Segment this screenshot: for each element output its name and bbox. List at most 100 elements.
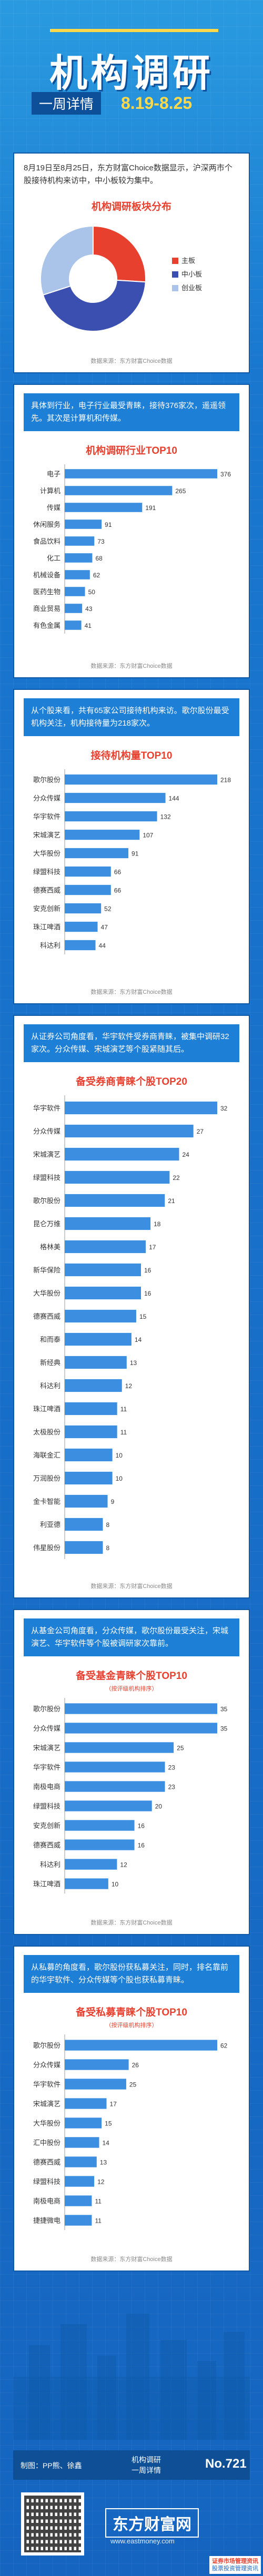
- category-label: 歌尔股份: [33, 1197, 60, 1205]
- category-label: 南极电商: [33, 2197, 60, 2205]
- category-label: 华宇软件: [33, 1764, 60, 1771]
- bar: [65, 884, 111, 895]
- category-label: 大华股份: [33, 2120, 60, 2127]
- section-intro: 具体到行业，电子行业最受青睐，接待376家次，遥遥领先。其次是计算机和传媒。: [24, 393, 239, 431]
- category-label: 有色金属: [33, 622, 60, 629]
- broker-bar-chart: 华宇软件 32 分众传媒 27 宋城演艺 24 绿盟科技 22 歌尔股份 21 昆仑万维 18 格林美 1…: [33, 1095, 228, 1559]
- qr-code-icon[interactable]: [21, 2492, 84, 2555]
- value-label: 11: [120, 1406, 127, 1413]
- data-source: 数据来源：东方财富Choice数据: [90, 1583, 173, 1590]
- section-private-top10: 从私募的角度看，歌尔股份获私募关注，同时，排名靠前的华宇软件、分众传媒等个股也获…: [13, 1946, 250, 2272]
- brand-url[interactable]: www.eastmoney.com: [110, 2537, 175, 2545]
- bar: [65, 553, 93, 563]
- value-label: 9: [111, 1498, 115, 1505]
- bar: [65, 2195, 92, 2206]
- category-label: 万润股份: [33, 1474, 60, 1482]
- value-label: 10: [116, 1475, 123, 1482]
- chart-note: （按评级机构排序）: [105, 2022, 158, 2029]
- value-label: 17: [149, 1244, 156, 1251]
- value-label: 22: [173, 1174, 180, 1182]
- bar: [65, 1425, 117, 1439]
- issue-number: No.721: [205, 2457, 247, 2471]
- bar: [65, 1379, 122, 1392]
- category-label: 宋城演艺: [33, 2100, 60, 2108]
- bar: [65, 2098, 107, 2109]
- bar: [65, 1332, 132, 1346]
- bar: [65, 536, 95, 546]
- value-label: 11: [95, 2217, 102, 2225]
- bar: [65, 1286, 141, 1300]
- bar: [65, 503, 143, 512]
- decor-panel: [13, 2282, 250, 2440]
- data-source: 数据来源：东方财富Choice数据: [90, 2256, 173, 2263]
- category-label: 汇中股份: [33, 2139, 60, 2147]
- bar: [65, 1781, 165, 1792]
- category-label: 华宇软件: [33, 813, 60, 821]
- category-label: 海联金汇: [33, 1451, 60, 1459]
- section-reception-top10: 从个股来看，共有65家公司接待机构来访。歌尔股份最受机构关注，机构接待量为218…: [13, 689, 250, 1004]
- category-label: 商业贸易: [33, 605, 60, 613]
- value-label: 11: [95, 2198, 102, 2205]
- date-range: 8.19-8.25: [121, 94, 193, 113]
- value-label: 47: [101, 924, 108, 931]
- value-label: 18: [154, 1220, 161, 1228]
- bar: [65, 1800, 152, 1811]
- bar: [65, 1859, 117, 1870]
- header-ribbon: [50, 29, 218, 32]
- legend-label: 创业板: [181, 284, 202, 292]
- data-source: 数据来源：东方财富Choice数据: [90, 1920, 173, 1926]
- bar: [65, 520, 102, 529]
- reception-bar-chart: 歌尔股份 218 分众传媒 144 华宇软件 132 宋城演艺 107 大华股份 91 绿盟科技 66…: [33, 769, 231, 954]
- bar: [65, 1878, 108, 1889]
- value-label: 14: [102, 2140, 109, 2147]
- value-label: 107: [143, 832, 153, 839]
- value-label: 25: [177, 1745, 184, 1752]
- category-label: 分众传媒: [33, 1725, 60, 1733]
- section-broker-top20: 从证券公司角度看，华宇软件受券商青睐，被集中调研32家次。分众传媒、宋城演艺等个…: [13, 1015, 250, 1598]
- industry-bar-chart: 电子 376 计算机 265 传媒 191 休闲服务 91 食品饮料 73 化工 68 机械设备 62 医药…: [33, 464, 231, 634]
- value-label: 91: [105, 521, 112, 528]
- value-label: 8: [106, 1521, 110, 1529]
- bar: [65, 1471, 113, 1485]
- value-label: 8: [106, 1544, 110, 1552]
- category-label: 宋城演艺: [33, 1744, 60, 1752]
- chart-title: 备受基金青睐个股TOP10: [76, 1671, 187, 1682]
- category-label: 安克创新: [33, 905, 60, 913]
- value-label: 16: [138, 1822, 145, 1830]
- category-label: 德赛西威: [33, 1312, 60, 1320]
- bar: [65, 1518, 103, 1531]
- bar: [65, 1217, 151, 1230]
- value-label: 21: [168, 1197, 175, 1205]
- value-label: 10: [116, 1452, 123, 1459]
- value-label: 16: [138, 1842, 145, 1849]
- brand-logo: 东方财富网: [105, 2508, 199, 2538]
- value-label: 66: [114, 869, 122, 876]
- section-intro: 从个股来看，共有65家公司接待机构来访。歌尔股份最受机构关注，机构接待量为218…: [24, 698, 239, 736]
- value-label: 13: [100, 2159, 107, 2166]
- category-label: 新华保险: [33, 1266, 60, 1274]
- category-label: 化工: [47, 554, 60, 562]
- bar: [65, 2040, 217, 2051]
- category-label: 分众传媒: [33, 795, 60, 802]
- section-intro: 从私募的角度看，歌尔股份获私募关注，同时，排名靠前的华宇软件、分众传媒等个股也获…: [24, 1955, 239, 1993]
- section-industry-top10: 具体到行业，电子行业最受青睐，接待376家次，遥遥领先。其次是计算机和传媒。 机…: [13, 384, 250, 678]
- value-label: 12: [120, 1861, 127, 1869]
- value-label: 218: [220, 777, 231, 784]
- category-label: 利亚德: [40, 1521, 60, 1529]
- section-intro: 从基金公司角度看，分众传媒，歌尔股份最受关注，宋城演艺、华宇软件等个股被调研家次…: [24, 1618, 239, 1656]
- bar: [65, 811, 157, 822]
- category-label: 歌尔股份: [33, 1705, 60, 1713]
- category-label: 传媒: [47, 504, 60, 512]
- category-label: 德赛西威: [33, 1841, 60, 1849]
- category-label: 格林美: [40, 1243, 60, 1251]
- page-title: 机构调研: [49, 53, 214, 95]
- bar: [65, 570, 90, 579]
- category-label: 分众传媒: [33, 1127, 60, 1135]
- bar: [65, 1240, 146, 1254]
- page-subtitle: 一周详情: [32, 92, 102, 115]
- bar: [65, 2176, 95, 2187]
- bar: [65, 921, 98, 932]
- bar: [65, 866, 111, 877]
